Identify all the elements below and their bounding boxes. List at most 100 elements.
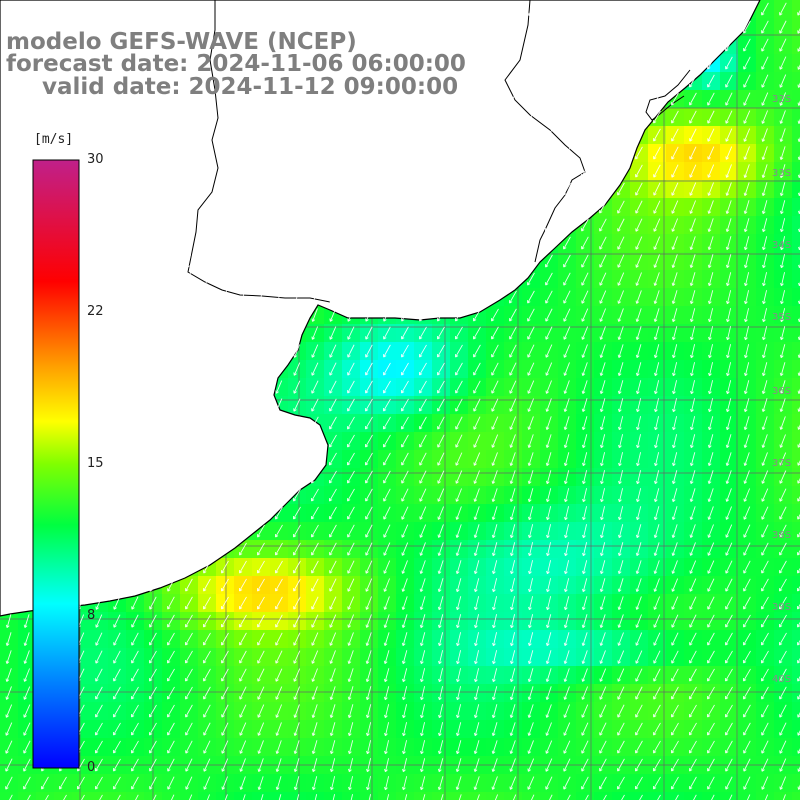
wind-arrow bbox=[293, 362, 301, 376]
wind-arrow bbox=[761, 362, 768, 377]
wind-arrow bbox=[239, 722, 247, 736]
wind-arrow bbox=[725, 578, 733, 592]
wind-arrow bbox=[96, 434, 102, 449]
wind-arrow bbox=[365, 272, 373, 286]
wind-arrow bbox=[743, 380, 750, 395]
wind-arrow bbox=[131, 272, 138, 287]
wind-speed-cell bbox=[792, 162, 800, 180]
wind-arrow bbox=[221, 668, 229, 682]
wind-arrow bbox=[149, 470, 156, 484]
wind-arrow bbox=[202, 632, 211, 646]
wind-arrow bbox=[96, 452, 102, 467]
wind-arrow bbox=[347, 200, 354, 215]
wind-arrow bbox=[95, 578, 102, 592]
wind-arrow bbox=[545, 254, 553, 268]
wind-arrow bbox=[400, 398, 409, 412]
wind-arrow bbox=[780, 290, 786, 305]
wind-arrow bbox=[365, 398, 373, 412]
wind-arrow bbox=[652, 740, 661, 754]
wind-arrow bbox=[383, 614, 390, 628]
wind-arrow bbox=[563, 74, 571, 88]
wind-arrow bbox=[203, 56, 211, 70]
wind-arrow bbox=[275, 290, 282, 305]
wind-arrow bbox=[725, 182, 732, 196]
wind-arrow bbox=[563, 92, 571, 106]
wind-arrow bbox=[455, 38, 462, 53]
wind-arrow bbox=[743, 704, 751, 718]
wind-arrow bbox=[347, 632, 354, 646]
wind-arrow bbox=[95, 254, 102, 268]
wind-arrow bbox=[239, 344, 246, 359]
wind-arrow bbox=[167, 74, 175, 88]
wind-speed-cell bbox=[342, 792, 360, 800]
wind-arrow bbox=[438, 686, 444, 701]
wind-arrow bbox=[689, 614, 697, 628]
wind-arrow bbox=[725, 488, 732, 502]
wind-arrow bbox=[292, 524, 301, 538]
wind-arrow bbox=[131, 542, 139, 556]
wind-arrow bbox=[436, 344, 445, 358]
wind-arrow bbox=[383, 452, 391, 466]
wind-arrow bbox=[419, 614, 426, 629]
wind-arrow bbox=[761, 506, 769, 520]
wind-arrow bbox=[347, 164, 354, 179]
wind-arrow bbox=[258, 218, 264, 233]
wind-arrow bbox=[5, 92, 13, 106]
wind-arrow bbox=[383, 308, 391, 322]
wind-arrow bbox=[168, 362, 174, 377]
wind-arrow bbox=[401, 308, 409, 322]
wind-arrow bbox=[760, 632, 769, 646]
wind-arrow bbox=[185, 560, 193, 574]
wind-arrow bbox=[293, 74, 300, 89]
wind-arrow bbox=[474, 650, 480, 665]
wind-arrow bbox=[401, 614, 408, 629]
wind-arrow bbox=[455, 380, 463, 394]
wind-arrow bbox=[635, 20, 643, 34]
wind-arrow bbox=[634, 74, 643, 88]
wind-arrow bbox=[203, 2, 211, 16]
wind-speed-cell bbox=[108, 792, 126, 800]
wind-arrow bbox=[598, 128, 607, 142]
wind-arrow bbox=[563, 650, 570, 665]
wind-arrow bbox=[510, 560, 516, 575]
wind-arrow bbox=[170, 794, 175, 800]
wind-arrow bbox=[149, 614, 157, 628]
wind-speed-cell bbox=[792, 126, 800, 144]
wind-arrow bbox=[41, 92, 49, 106]
wind-arrow bbox=[599, 632, 606, 646]
wind-arrow bbox=[294, 128, 300, 143]
wind-arrow bbox=[743, 596, 751, 610]
wind-arrow bbox=[438, 2, 444, 17]
wind-arrow bbox=[202, 650, 211, 664]
wind-arrow bbox=[275, 344, 282, 358]
wind-arrow bbox=[203, 704, 211, 718]
wind-arrow bbox=[401, 344, 409, 358]
wind-arrow bbox=[401, 200, 408, 214]
wind-arrow bbox=[347, 308, 355, 322]
wind-arrow bbox=[221, 776, 228, 790]
wind-arrow bbox=[383, 272, 391, 286]
wind-arrow bbox=[113, 164, 121, 178]
wind-arrow bbox=[473, 128, 481, 142]
wind-arrow bbox=[761, 524, 769, 538]
wind-speed-cell bbox=[522, 792, 540, 800]
wind-arrow bbox=[113, 524, 120, 538]
wind-arrow bbox=[95, 110, 103, 124]
wind-speed-cell bbox=[180, 792, 198, 800]
wind-arrow bbox=[5, 2, 12, 16]
wind-arrow bbox=[491, 380, 499, 394]
wind-arrow bbox=[653, 110, 661, 124]
wind-arrow bbox=[671, 704, 679, 718]
wind-arrow bbox=[617, 56, 625, 70]
wind-arrow bbox=[580, 182, 589, 196]
wind-arrow bbox=[599, 110, 607, 124]
wind-arrow bbox=[113, 668, 121, 682]
wind-arrow bbox=[707, 668, 715, 682]
wind-arrow bbox=[420, 686, 426, 701]
wind-arrow bbox=[455, 128, 462, 142]
wind-arrow bbox=[689, 308, 696, 323]
wind-arrow bbox=[311, 92, 318, 107]
wind-arrow bbox=[220, 596, 229, 610]
wind-arrow bbox=[743, 542, 751, 556]
wind-arrow bbox=[76, 92, 85, 106]
